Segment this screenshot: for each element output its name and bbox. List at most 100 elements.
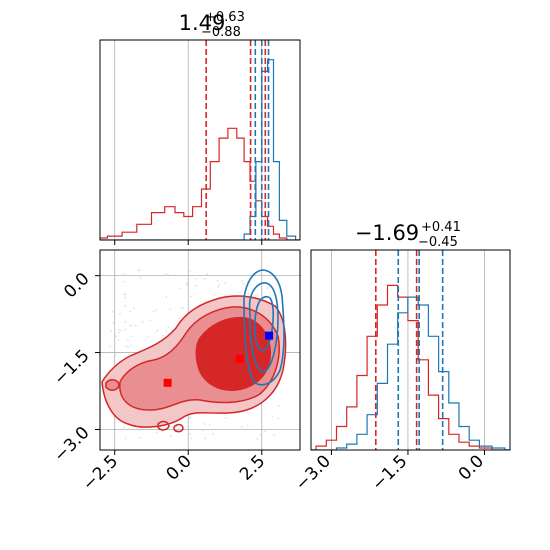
hist2-tick-marks — [330, 450, 485, 455]
hist1-grid — [114, 40, 263, 240]
y-tick-label: −3.0 — [50, 423, 93, 466]
scatter-point — [124, 321, 127, 323]
hist1-series-b-step — [100, 59, 300, 240]
scatter-point — [118, 331, 120, 334]
scatter-point — [138, 269, 141, 272]
scatter-point — [203, 278, 206, 280]
scatter-point — [161, 430, 164, 433]
scatter-point — [155, 309, 158, 312]
contour-markers — [163, 331, 274, 387]
scatter-point — [132, 307, 135, 309]
scatter-point — [258, 274, 260, 276]
scatter-point — [169, 435, 172, 438]
scatter-point — [149, 319, 152, 322]
scatter-point — [141, 320, 144, 323]
hist2-frame — [310, 249, 511, 451]
scatter-point — [178, 317, 181, 320]
x-tick-label: −1.5 — [368, 451, 411, 494]
hist2-tick-labels: −3.0 −1.5 0.0 — [292, 451, 488, 494]
scatter-point — [277, 417, 279, 420]
scatter-point — [239, 291, 241, 294]
scatter-point — [128, 324, 131, 327]
scatter-point — [161, 334, 164, 337]
scatter-point — [212, 433, 214, 435]
scatter-point — [165, 329, 168, 332]
scatter-point — [146, 336, 149, 338]
marker-series_a — [235, 355, 244, 364]
scatter-point — [123, 272, 126, 275]
marker-series_a — [163, 378, 172, 387]
scatter-point — [115, 335, 118, 337]
hist1-tick-marks — [114, 240, 263, 245]
series-a-contour-small-2 — [157, 420, 170, 431]
scatter-point — [126, 339, 129, 341]
scatter-point — [187, 416, 190, 418]
scatter-point — [186, 283, 189, 286]
x-tick-label: −3.0 — [292, 451, 335, 494]
hist2-quantile-lines — [375, 250, 444, 450]
scatter-point — [130, 335, 133, 338]
scatter-point — [246, 424, 249, 427]
hist1-frame — [99, 39, 301, 241]
hist1-quantile-lines — [205, 40, 270, 240]
scatter-point — [273, 434, 276, 436]
scatter-point — [190, 437, 193, 440]
scatter-point — [189, 416, 192, 419]
scatter-point — [241, 280, 244, 283]
series-a-contour-small-1 — [105, 379, 120, 391]
scatter-point — [155, 431, 158, 434]
scatter-point — [123, 280, 126, 283]
hist1-title: 1.49 — [179, 11, 226, 35]
scatter-point — [139, 277, 142, 280]
scatter-point — [201, 429, 204, 432]
y-tick-label: 0.0 — [60, 269, 93, 302]
scatter-point — [247, 292, 250, 295]
hist2-series-b-step — [311, 296, 510, 450]
scatter-point — [165, 296, 168, 298]
scatter-point — [164, 272, 167, 275]
scatter-point — [167, 326, 170, 328]
scatter-point — [129, 310, 132, 313]
scatter-point — [218, 283, 221, 286]
scatter-point — [114, 353, 116, 356]
scatter-point — [113, 295, 116, 298]
hist1-title-plus: +0.63 — [205, 10, 245, 25]
scatter-point — [256, 293, 259, 296]
scatter-point — [109, 351, 111, 354]
scatter-point — [170, 328, 173, 331]
scatter-point — [177, 274, 180, 277]
scatter-point — [195, 284, 197, 287]
scatter-point — [118, 328, 120, 331]
scatter-point — [134, 325, 137, 327]
contour-tick-marks — [95, 275, 263, 455]
x-tick-label: 0.0 — [163, 451, 196, 484]
scatter-point — [186, 281, 188, 284]
contour-density — [101, 269, 287, 440]
scatter-point — [124, 296, 126, 299]
scatter-point — [203, 423, 206, 425]
scatter-point — [110, 330, 113, 333]
scatter-point — [271, 415, 274, 418]
scatter-point — [180, 307, 182, 309]
scatter-point — [224, 416, 227, 419]
scatter-point — [204, 437, 207, 440]
scatter-point — [123, 426, 125, 429]
x-tick-label: 2.5 — [236, 451, 269, 484]
scatter-point — [206, 273, 208, 275]
series-a-contour-inner — [195, 316, 271, 391]
scatter-point — [195, 277, 198, 280]
scatter-point — [156, 330, 158, 332]
scatter-point — [256, 438, 259, 440]
hist1-series-a-step — [100, 127, 300, 240]
scatter-point — [157, 329, 160, 331]
scatter-point — [179, 287, 182, 290]
marker-series_b — [265, 331, 274, 340]
histogram-panel-param-2: −3.0 −1.5 0.0 −1.69 +0.41 −0.45 — [292, 220, 511, 495]
scatter-point — [167, 273, 169, 276]
scatter-point — [138, 436, 141, 439]
series-b-contour-mid — [248, 282, 279, 373]
hist2-grid — [331, 250, 485, 450]
scatter-point — [189, 433, 192, 436]
scatter-point — [264, 430, 267, 433]
